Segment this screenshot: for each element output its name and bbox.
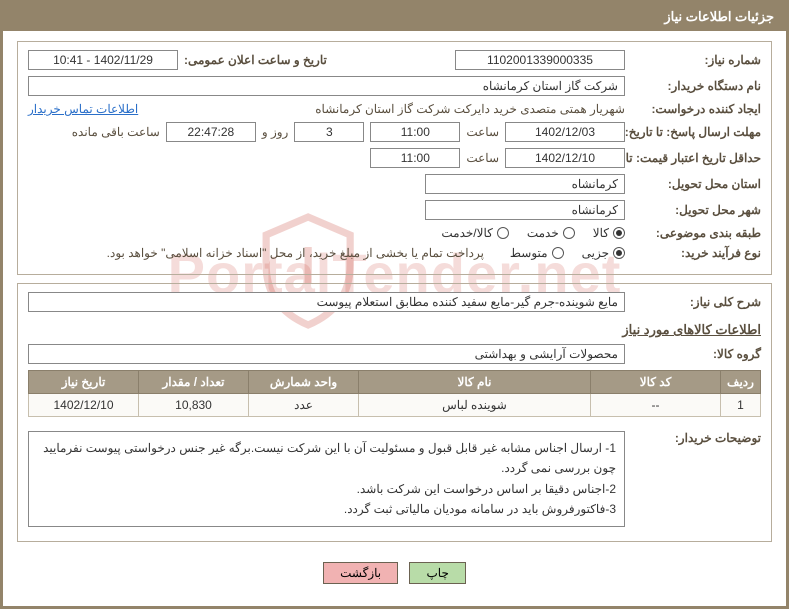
th-code: کد کالا xyxy=(591,371,721,394)
panel-header: جزئیات اطلاعات نیاز xyxy=(3,3,786,31)
row-category: طبقه بندی موضوعی: کالا خدمت کالا/خدمت xyxy=(28,226,761,240)
content-area: PortalTender.net شماره نیاز: 11020013390… xyxy=(3,31,786,606)
reply-deadline-label: مهلت ارسال پاسخ: تا تاریخ: xyxy=(631,125,761,139)
row-reply-deadline: مهلت ارسال پاسخ: تا تاریخ: 1402/12/03 سا… xyxy=(28,122,761,142)
summary-section: شرح کلی نیاز: مایع شوینده-جرم گیر-مایع س… xyxy=(17,283,772,542)
validity-label: حداقل تاریخ اعتبار قیمت: تا تاریخ: xyxy=(631,151,761,165)
radio-both-icon xyxy=(497,227,509,239)
countdown-value: 22:47:28 xyxy=(166,122,256,142)
category-label: طبقه بندی موضوعی: xyxy=(631,226,761,240)
row-city: شهر محل تحویل: کرمانشاه xyxy=(28,200,761,220)
summary-label: شرح کلی نیاز: xyxy=(631,295,761,309)
time-label-2: ساعت xyxy=(466,151,499,165)
requester-label: ایجاد کننده درخواست: xyxy=(631,102,761,116)
table-row: 1 -- شوینده لباس عدد 10,830 1402/12/10 xyxy=(29,394,761,417)
panel-title: جزئیات اطلاعات نیاز xyxy=(664,9,774,24)
main-panel: جزئیات اطلاعات نیاز PortalTender.net شما… xyxy=(0,0,789,609)
desc-line-3: 3-فاکتورفروش باید در سامانه مودیان مالیا… xyxy=(37,499,616,519)
reply-time-value: 11:00 xyxy=(370,122,460,142)
province-value: کرمانشاه xyxy=(425,174,625,194)
group-value: محصولات آرایشی و بهداشتی xyxy=(28,344,625,364)
radio-medium[interactable]: متوسط xyxy=(510,246,564,260)
radio-medium-label: متوسط xyxy=(510,246,548,260)
days-remain-value: 3 xyxy=(294,122,364,142)
items-table: ردیف کد کالا نام کالا واحد شمارش تعداد /… xyxy=(28,370,761,417)
province-label: استان محل تحویل: xyxy=(631,177,761,191)
number-value: 1102001339000335 xyxy=(455,50,625,70)
request-details: شماره نیاز: 1102001339000335 تاریخ و ساع… xyxy=(17,41,772,275)
row-number: شماره نیاز: 1102001339000335 تاریخ و ساع… xyxy=(28,50,761,70)
reply-date-value: 1402/12/03 xyxy=(505,122,625,142)
buyer-contact-link[interactable]: اطلاعات تماس خریدار xyxy=(28,102,138,116)
summary-value: مایع شوینده-جرم گیر-مایع سفید کننده مطاب… xyxy=(28,292,625,312)
buyer-org-value: شرکت گاز استان کرمانشاه xyxy=(28,76,625,96)
process-radio-group: جزیی متوسط xyxy=(510,246,625,260)
row-province: استان محل تحویل: کرمانشاه xyxy=(28,174,761,194)
radio-service[interactable]: خدمت xyxy=(527,226,575,240)
radio-both-label: کالا/خدمت xyxy=(441,226,492,240)
row-validity: حداقل تاریخ اعتبار قیمت: تا تاریخ: 1402/… xyxy=(28,148,761,168)
th-row: ردیف xyxy=(721,371,761,394)
row-process: نوع فرآیند خرید: جزیی متوسط پرداخت تمام … xyxy=(28,246,761,260)
radio-service-label: خدمت xyxy=(527,226,559,240)
radio-partial[interactable]: جزیی xyxy=(582,246,625,260)
time-label-1: ساعت xyxy=(466,125,499,139)
radio-goods-label: کالا xyxy=(593,226,609,240)
radio-goods-icon xyxy=(613,227,625,239)
table-header-row: ردیف کد کالا نام کالا واحد شمارش تعداد /… xyxy=(29,371,761,394)
city-value: کرمانشاه xyxy=(425,200,625,220)
category-radio-group: کالا خدمت کالا/خدمت xyxy=(441,226,625,240)
row-buyer-org: نام دستگاه خریدار: شرکت گاز استان کرمانش… xyxy=(28,76,761,96)
goods-section-title: اطلاعات کالاهای مورد نیاز xyxy=(28,322,761,338)
th-name: نام کالا xyxy=(359,371,591,394)
remain-label: ساعت باقی مانده xyxy=(72,125,160,139)
cell-row: 1 xyxy=(721,394,761,417)
announce-value: 1402/11/29 - 10:41 xyxy=(28,50,178,70)
payment-note: پرداخت تمام یا بخشی از مبلغ خرید، از محل… xyxy=(107,246,484,260)
desc-line-1: 1- ارسال اجناس مشابه غیر قابل قبول و مسئ… xyxy=(37,438,616,479)
buyer-desc-label: توضیحات خریدار: xyxy=(631,425,761,445)
cell-date: 1402/12/10 xyxy=(29,394,139,417)
th-unit: واحد شمارش xyxy=(249,371,359,394)
city-label: شهر محل تحویل: xyxy=(631,203,761,217)
cell-name: شوینده لباس xyxy=(359,394,591,417)
desc-line-2: 2-اجناس دقیقا بر اساس درخواست این شرکت ب… xyxy=(37,479,616,499)
print-button[interactable]: چاپ xyxy=(409,562,465,584)
th-qty: تعداد / مقدار xyxy=(139,371,249,394)
back-button[interactable]: بازگشت xyxy=(323,562,398,584)
row-summary: شرح کلی نیاز: مایع شوینده-جرم گیر-مایع س… xyxy=(28,292,761,312)
process-label: نوع فرآیند خرید: xyxy=(631,246,761,260)
radio-partial-label: جزیی xyxy=(582,246,609,260)
cell-code: -- xyxy=(591,394,721,417)
announce-label: تاریخ و ساعت اعلان عمومی: xyxy=(184,53,327,67)
buyer-desc-box: 1- ارسال اجناس مشابه غیر قابل قبول و مسئ… xyxy=(28,431,625,527)
days-and-label: روز و xyxy=(262,125,289,139)
radio-goods[interactable]: کالا xyxy=(593,226,625,240)
th-date: تاریخ نیاز xyxy=(29,371,139,394)
cell-qty: 10,830 xyxy=(139,394,249,417)
row-buyer-desc: توضیحات خریدار: 1- ارسال اجناس مشابه غیر… xyxy=(28,425,761,527)
radio-partial-icon xyxy=(613,247,625,259)
group-label: گروه کالا: xyxy=(631,347,761,361)
buyer-org-label: نام دستگاه خریدار: xyxy=(631,79,761,93)
validity-time-value: 11:00 xyxy=(370,148,460,168)
row-group: گروه کالا: محصولات آرایشی و بهداشتی xyxy=(28,344,761,364)
validity-date-value: 1402/12/10 xyxy=(505,148,625,168)
number-label: شماره نیاز: xyxy=(631,53,761,67)
requester-value: شهریار همتی متصدی خرید دایرکت شرکت گاز ا… xyxy=(315,102,625,116)
radio-medium-icon xyxy=(552,247,564,259)
row-requester: ایجاد کننده درخواست: شهریار همتی متصدی خ… xyxy=(28,102,761,116)
radio-service-icon xyxy=(563,227,575,239)
button-bar: چاپ بازگشت xyxy=(17,550,772,596)
cell-unit: عدد xyxy=(249,394,359,417)
radio-both[interactable]: کالا/خدمت xyxy=(441,226,508,240)
